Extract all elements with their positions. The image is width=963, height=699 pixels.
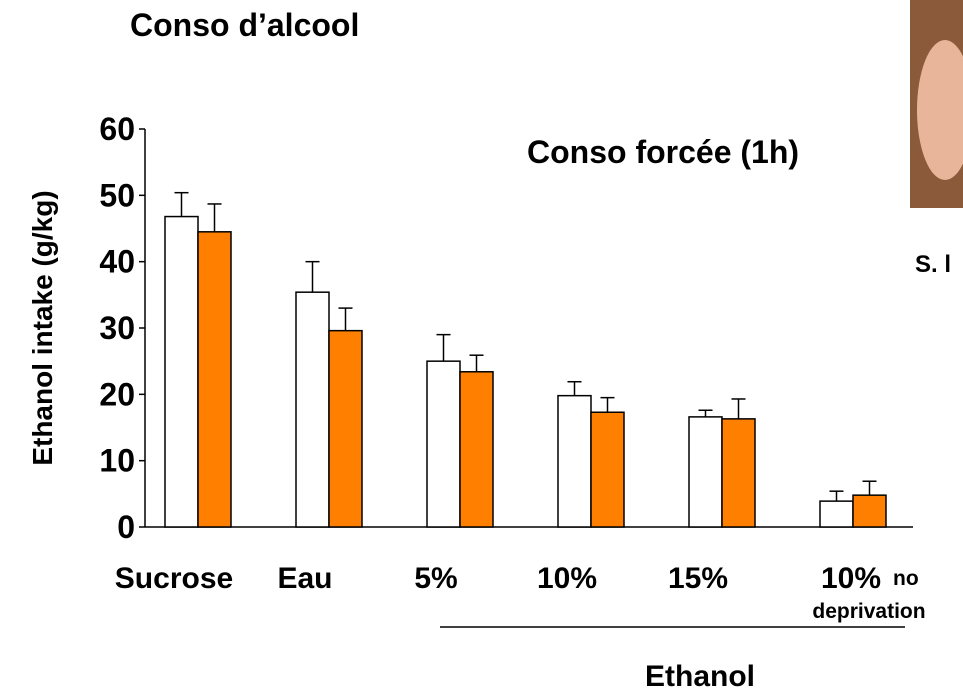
credit: S. l xyxy=(915,251,951,278)
x-tick-label: Sucrose xyxy=(115,562,233,595)
y-tick-label: 40 xyxy=(99,244,135,280)
bar xyxy=(557,394,592,528)
bar xyxy=(688,416,723,528)
y-tick-label: 10 xyxy=(99,443,135,479)
bar xyxy=(197,231,232,528)
bar xyxy=(164,215,199,528)
category-note: deprivation xyxy=(812,600,925,623)
bar xyxy=(295,291,330,528)
y-tick-label: 50 xyxy=(99,177,135,213)
y-tick-label: 60 xyxy=(99,111,135,147)
y-tick-label: 30 xyxy=(99,310,135,346)
y-axis-label: Ethanol intake (g/kg) xyxy=(27,190,58,465)
bar xyxy=(721,418,756,528)
x-tick-label: 15% xyxy=(668,562,728,595)
y-tick-label: 20 xyxy=(99,376,135,412)
photo-detail xyxy=(917,40,963,180)
x-tick-label: Eau xyxy=(277,562,332,595)
x-tick-label: 10% xyxy=(821,562,881,595)
bar xyxy=(852,494,887,528)
chart-title: Conso d’alcool xyxy=(130,7,359,43)
x-tick-label: 5% xyxy=(414,562,457,595)
bar xyxy=(426,360,461,528)
bar xyxy=(328,329,363,528)
x-group-label: Ethanol xyxy=(645,660,755,693)
bar xyxy=(590,411,625,528)
bar xyxy=(819,500,854,528)
x-tick-label: 10% xyxy=(537,562,597,595)
category-note: no xyxy=(893,567,919,590)
y-tick-label: 0 xyxy=(117,509,135,545)
annotation: Conso forcée (1h) xyxy=(527,134,799,170)
bar xyxy=(459,371,494,528)
